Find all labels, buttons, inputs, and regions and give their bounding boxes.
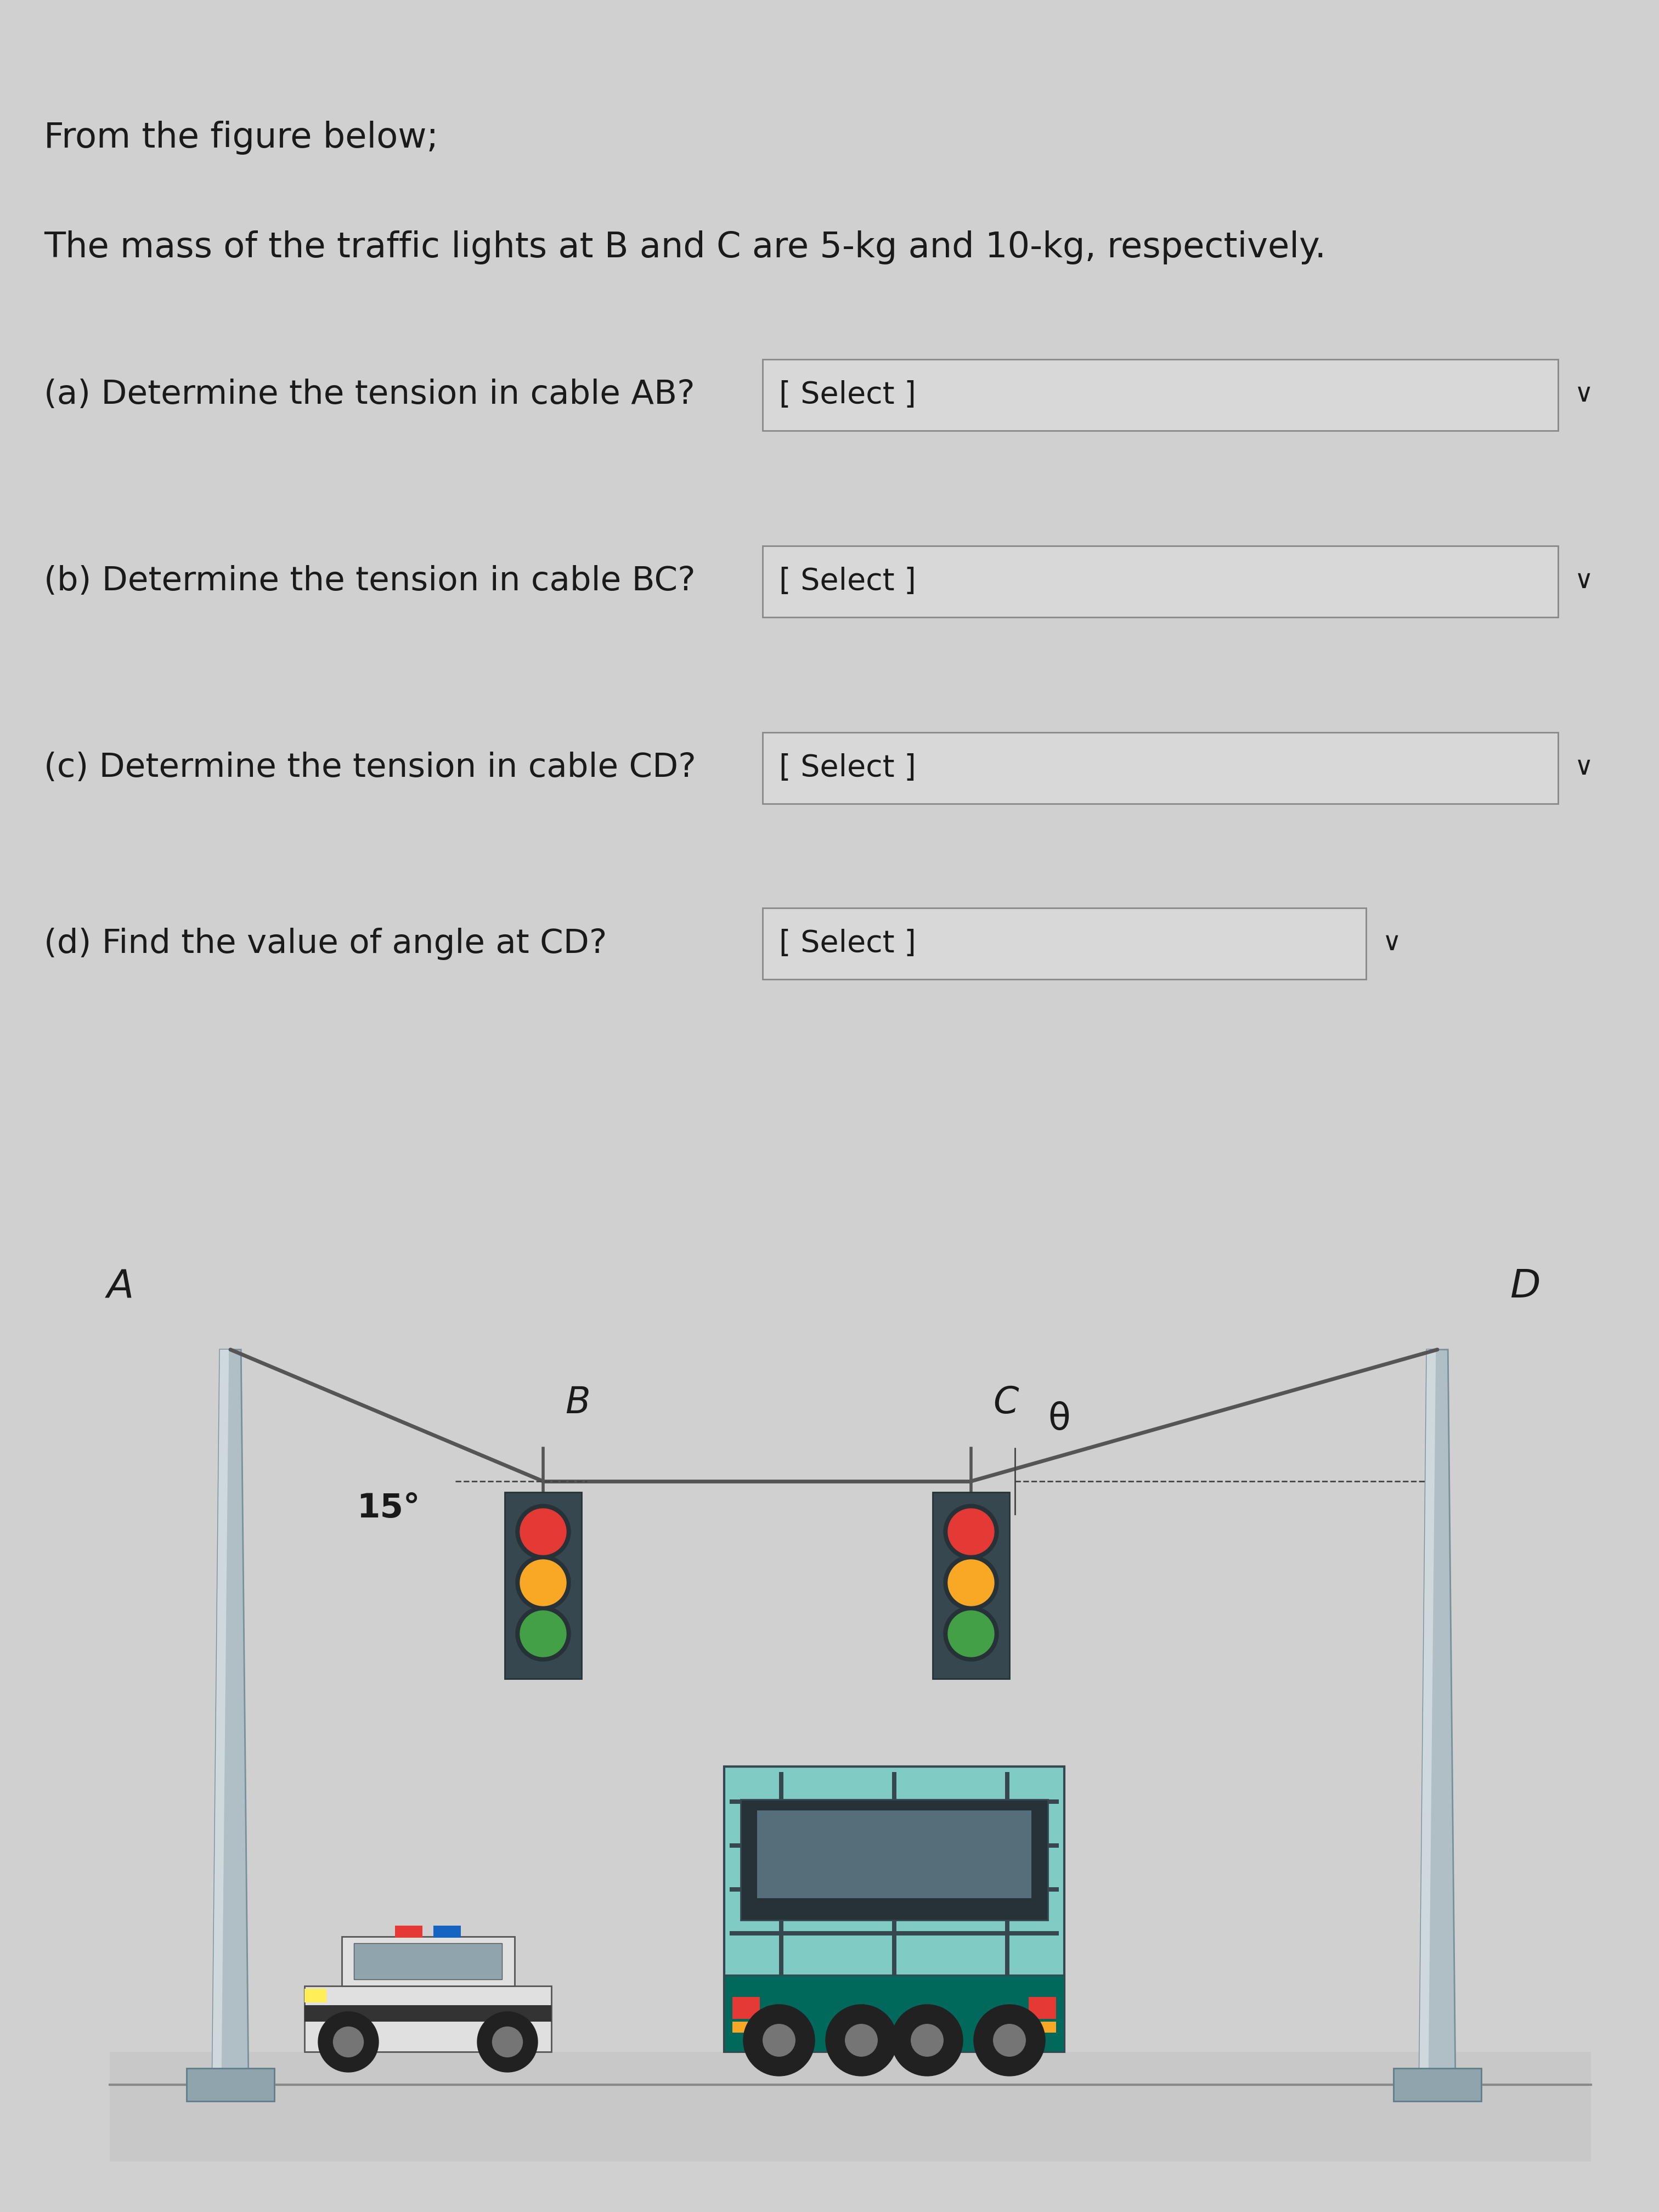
Circle shape — [519, 1610, 566, 1657]
Text: ∨: ∨ — [1574, 383, 1594, 407]
Text: A: A — [108, 1267, 134, 1305]
Bar — [305, 1989, 327, 2002]
Text: [ Select ]: [ Select ] — [780, 754, 916, 783]
Bar — [730, 1798, 1058, 1803]
Circle shape — [947, 1509, 994, 1555]
Text: 15°: 15° — [357, 1493, 420, 1524]
Bar — [732, 2022, 760, 2033]
Circle shape — [519, 1509, 566, 1555]
Circle shape — [947, 1559, 994, 1606]
Text: (b) Determine the tension in cable BC?: (b) Determine the tension in cable BC? — [43, 566, 695, 597]
Circle shape — [519, 1559, 566, 1606]
Circle shape — [891, 2004, 962, 2075]
Bar — [763, 732, 1558, 803]
Circle shape — [944, 1555, 999, 1610]
Circle shape — [826, 2004, 898, 2075]
Text: ∨: ∨ — [1574, 757, 1594, 781]
Bar — [740, 1798, 1048, 1920]
Bar — [932, 1493, 1009, 1679]
Circle shape — [319, 2011, 378, 2073]
Bar — [1005, 1772, 1009, 2046]
Bar — [353, 1942, 503, 1980]
Circle shape — [947, 1610, 994, 1657]
Text: θ: θ — [1048, 1400, 1070, 1438]
Bar — [763, 546, 1558, 617]
Bar — [730, 1931, 1058, 1936]
Circle shape — [516, 1555, 571, 1610]
Bar — [186, 2068, 274, 2101]
Bar — [763, 907, 1365, 980]
Text: The mass of the traffic lights at B and C are 5-kg and 10-kg, respectively.: The mass of the traffic lights at B and … — [43, 230, 1326, 265]
Circle shape — [911, 2024, 944, 2057]
Text: B: B — [566, 1385, 591, 1420]
Bar — [1394, 2068, 1481, 2101]
Circle shape — [763, 2024, 795, 2057]
Circle shape — [516, 1606, 571, 1661]
Bar — [763, 358, 1558, 431]
Bar — [342, 1936, 514, 1986]
Circle shape — [944, 1504, 999, 1559]
Text: ∨: ∨ — [1574, 568, 1594, 593]
Text: ∨: ∨ — [1382, 931, 1402, 956]
Bar — [1029, 1997, 1057, 2020]
Circle shape — [944, 1606, 999, 1661]
Text: From the figure below;: From the figure below; — [43, 122, 438, 155]
Circle shape — [478, 2011, 538, 2073]
Bar — [305, 1986, 551, 2053]
Bar — [725, 1767, 1065, 2053]
Text: C: C — [994, 1385, 1019, 1420]
Circle shape — [994, 2024, 1025, 2057]
Circle shape — [493, 2026, 523, 2057]
Circle shape — [333, 2026, 363, 2057]
Polygon shape — [1418, 1349, 1435, 2084]
Bar — [433, 1927, 461, 1938]
Polygon shape — [1418, 1349, 1455, 2084]
Text: (a) Determine the tension in cable AB?: (a) Determine the tension in cable AB? — [43, 378, 695, 411]
Circle shape — [516, 1504, 571, 1559]
Bar — [395, 1927, 423, 1938]
Circle shape — [846, 2024, 878, 2057]
Bar — [780, 1772, 783, 2046]
Circle shape — [743, 2004, 815, 2075]
Bar — [504, 1493, 582, 1679]
Text: [ Select ]: [ Select ] — [780, 566, 916, 597]
Bar — [725, 1975, 1065, 2053]
Bar — [109, 2053, 1591, 2161]
Bar — [893, 1772, 896, 2046]
Bar — [757, 1809, 1032, 1898]
Bar — [730, 1975, 1058, 1980]
Bar — [305, 2004, 551, 2022]
Circle shape — [974, 2004, 1045, 2075]
Polygon shape — [212, 1349, 249, 2084]
Polygon shape — [212, 1349, 229, 2084]
Bar — [732, 1997, 760, 2020]
Bar — [730, 1887, 1058, 1891]
Text: [ Select ]: [ Select ] — [780, 380, 916, 409]
Text: (d) Find the value of angle at CD?: (d) Find the value of angle at CD? — [43, 927, 607, 960]
Bar — [730, 1843, 1058, 1847]
Text: (c) Determine the tension in cable CD?: (c) Determine the tension in cable CD? — [43, 752, 697, 785]
Bar — [1029, 2022, 1057, 2033]
Text: [ Select ]: [ Select ] — [780, 929, 916, 958]
Text: D: D — [1510, 1267, 1541, 1305]
